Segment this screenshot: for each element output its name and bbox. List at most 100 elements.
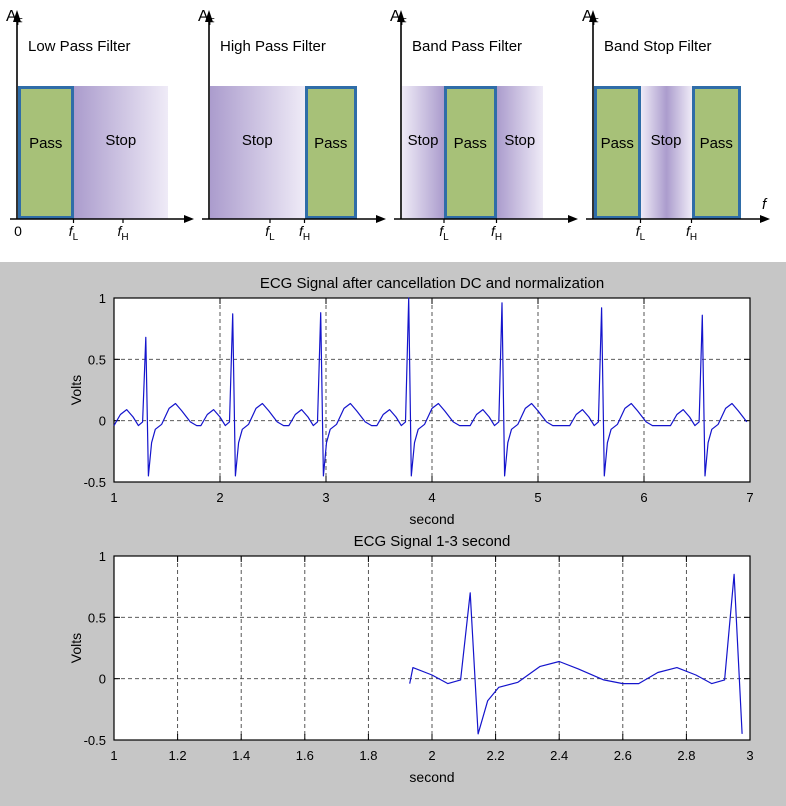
pass-band: Pass	[594, 86, 641, 219]
af-base: A	[198, 8, 209, 25]
stop-label: Stop	[407, 132, 439, 149]
stop-band: Stop	[402, 86, 444, 219]
frequency-amplitude-axis-label: AF	[198, 8, 215, 28]
filter-title: High Pass Filter	[220, 38, 326, 55]
frequency-amplitude-axis-label: AF	[6, 8, 23, 28]
x-tick-label: 5	[534, 490, 541, 505]
x-axis-label: second	[409, 511, 454, 527]
freq-label-f-l: fL	[636, 223, 645, 243]
stop-band: Stop	[496, 86, 543, 219]
y-tick-label: 0.5	[88, 352, 106, 367]
pass-label: Pass	[314, 135, 348, 152]
x-tick-label: 6	[640, 490, 647, 505]
freq-subscript: L	[443, 231, 449, 243]
stop-label: Stop	[650, 132, 682, 149]
freq-symbol: f	[298, 223, 303, 239]
chart-title: ECG Signal after cancellation DC and nor…	[260, 275, 604, 292]
freq-symbol: f	[490, 223, 495, 239]
filter-title: Low Pass Filter	[28, 38, 131, 55]
af-subscript: F	[208, 17, 215, 29]
x-tick-label: 4	[428, 490, 435, 505]
y-axis-label: Volts	[68, 375, 84, 405]
frequency-axis-end-label: f	[762, 196, 767, 213]
filter-panel-band-pass-filter: AF Band Pass Filter Stop Pass Stop fL fH	[388, 4, 580, 256]
freq-subscript: L	[72, 231, 79, 243]
filter-panel-band-stop-filter: AF Band Stop Filter Pass Stop Pass fL fH f	[580, 4, 772, 256]
x-tick-label: 2.6	[614, 748, 632, 763]
x-tick-label: 1.6	[296, 748, 314, 763]
pass-band: Pass	[18, 86, 74, 219]
frequency-amplitude-axis-label: AF	[390, 8, 407, 28]
freq-symbol: f	[685, 223, 690, 239]
ecg-chart-zoom: 1 1.2 1.4 1.6 1.8 2 2.2 2.4 2.6 2.8 3 -0.5 0 0.5 1 ECG …	[68, 533, 754, 785]
x-tick-label: 1	[110, 490, 117, 505]
stop-band: Stop	[640, 86, 692, 219]
af-base: A	[582, 8, 593, 25]
freq-label-f-l: fL	[439, 223, 448, 243]
y-tick-label: 0	[99, 414, 106, 429]
freq-symbol: f	[117, 223, 122, 239]
freq-label-0: 0	[14, 223, 22, 239]
af-subscript: F	[592, 17, 599, 29]
freq-symbol: f	[635, 223, 640, 239]
x-tick-label: 2	[428, 748, 435, 763]
filter-diagrams-row: AF Low Pass Filter Pass Stop 0 fL fH AF High Pas…	[0, 4, 786, 258]
filter-title: Band Pass Filter	[412, 38, 523, 55]
pass-label: Pass	[600, 135, 634, 152]
pass-band: Pass	[691, 86, 741, 219]
freq-symbol: f	[265, 223, 270, 239]
x-tick-label: 1.8	[359, 748, 377, 763]
y-tick-label: 0.5	[88, 610, 106, 625]
y-axis-label: Volts	[68, 633, 84, 663]
filter-title: Band Stop Filter	[604, 38, 712, 55]
x-tick-label: 2.2	[487, 748, 505, 763]
freq-subscript: L	[639, 231, 646, 243]
x-tick-label: 2.8	[677, 748, 695, 763]
x-tick-label: 3	[746, 748, 753, 763]
y-tick-label: 1	[99, 549, 106, 564]
ecg-trace	[113, 297, 748, 477]
chart-title: ECG Signal 1-3 second	[354, 533, 511, 550]
pass-label: Pass	[29, 135, 63, 152]
x-tick-label: 1.2	[169, 748, 187, 763]
freq-subscript: H	[494, 231, 503, 243]
freq-label-f-h: fH	[299, 223, 310, 243]
matlab-figure-panel: 1 2 3 4 5 6 7 -0.5 0 0.5 1 ECG Signal after cancell…	[0, 262, 786, 806]
ecg-chart-full: 1 2 3 4 5 6 7 -0.5 0 0.5 1 ECG Signal after cancell…	[68, 275, 754, 527]
freq-label-f-h: fH	[491, 223, 502, 243]
freq-label-f-l: fL	[69, 223, 78, 243]
freq-label-f-h: fH	[117, 223, 128, 243]
freq-subscript: H	[302, 231, 311, 243]
stop-label: Stop	[504, 132, 536, 149]
x-tick-label: 2	[216, 490, 223, 505]
pass-band: Pass	[444, 86, 497, 219]
ecg-trace	[409, 573, 743, 735]
x-tick-label: 3	[322, 490, 329, 505]
frequency-amplitude-axis-label: AF	[582, 8, 599, 28]
filter-panel-high-pass-filter: AF High Pass Filter Stop Pass fL fH	[196, 4, 388, 256]
stop-band: Stop	[73, 86, 168, 219]
freq-symbol: f	[68, 223, 73, 239]
x-axis-label: second	[409, 769, 454, 785]
freq-subscript: H	[689, 231, 698, 243]
stop-label: Stop	[105, 132, 137, 149]
freq-label-f-h: fH	[686, 223, 697, 243]
x-tick-label: 1	[110, 748, 117, 763]
x-tick-label: 7	[746, 490, 753, 505]
stop-band: Stop	[210, 86, 305, 219]
pass-band: Pass	[304, 86, 357, 219]
af-subscript: F	[16, 17, 23, 29]
y-tick-label: -0.5	[84, 733, 106, 748]
af-subscript: F	[400, 17, 407, 29]
freq-label-f-l: fL	[265, 223, 274, 243]
stop-label: Stop	[241, 132, 273, 149]
freq-subscript: L	[269, 231, 275, 243]
y-tick-label: 1	[99, 291, 106, 306]
y-tick-label: 0	[99, 672, 106, 687]
x-tick-label: 1.4	[232, 748, 250, 763]
x-tick-label: 2.4	[550, 748, 568, 763]
y-tick-label: -0.5	[84, 475, 106, 490]
pass-label: Pass	[699, 135, 733, 152]
freq-subscript: H	[121, 231, 129, 243]
filter-panel-low-pass-filter: AF Low Pass Filter Pass Stop 0 fL fH	[4, 4, 196, 256]
